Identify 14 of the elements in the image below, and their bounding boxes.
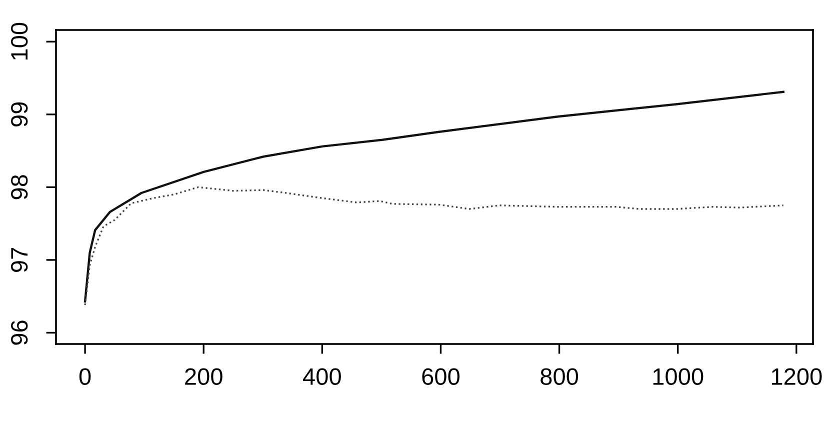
y-tick-label: 96 <box>11 320 28 345</box>
x-tick-label: 200 <box>185 368 222 385</box>
line-series <box>84 90 784 303</box>
x-tick-label: 800 <box>540 368 578 385</box>
y-tick-label: 97 <box>11 248 28 272</box>
x-tick-label: 1000 <box>653 368 704 385</box>
x-tick-label: 0 <box>79 368 91 385</box>
x-tick-label: 400 <box>303 368 341 385</box>
line-series <box>84 186 784 306</box>
y-tick-label: 99 <box>11 102 28 126</box>
x-tick-label: 600 <box>422 368 460 385</box>
x-tick-label: 1200 <box>772 368 822 385</box>
y-tick-label: 100 <box>11 22 28 60</box>
y-tick-label: 98 <box>11 175 28 200</box>
